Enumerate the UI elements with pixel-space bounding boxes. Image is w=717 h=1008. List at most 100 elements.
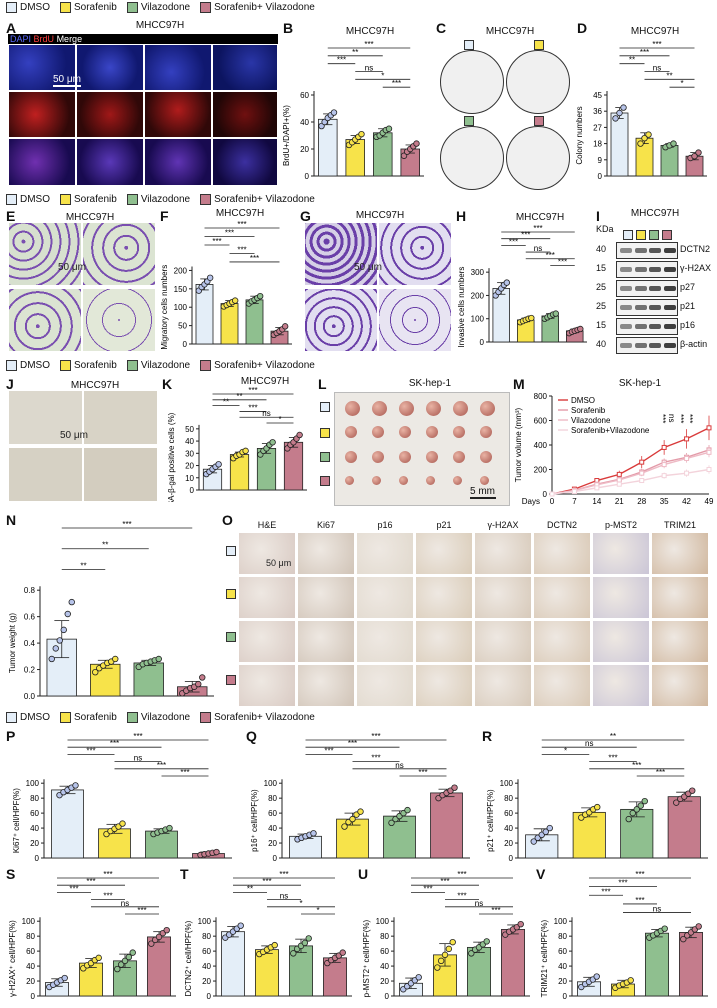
data-point <box>206 274 214 281</box>
blot-band-strip <box>616 280 678 297</box>
ihc-tile <box>238 664 296 707</box>
x-tick-label: 14 <box>592 497 601 506</box>
data-point <box>269 439 276 446</box>
y-tick-label: 0 <box>598 172 603 181</box>
tumor <box>399 476 408 485</box>
ihc-grid: H&E Ki67 p16 p21 γ-H2AX DCTN2 p-MST2 TRIM21 50 μ… <box>226 520 716 710</box>
if-merge-sorafenib <box>76 138 144 186</box>
significance-label: *** <box>635 896 644 905</box>
bar <box>51 789 84 859</box>
sa-bgal-sorafenib <box>83 390 158 445</box>
ihc-column-header: TRIM21 <box>663 520 696 530</box>
data-point <box>155 655 162 663</box>
tumor <box>426 451 438 463</box>
data-point <box>441 951 449 959</box>
row-marker-sorafenib <box>320 428 330 438</box>
y-tick-label: 60 <box>26 947 35 956</box>
legend2-item-combo: Sorafenib+ Vilazodone <box>200 194 315 205</box>
ihc-tile <box>474 576 532 619</box>
lane-marker-combo <box>662 230 672 240</box>
tumor <box>399 451 411 463</box>
blot-band <box>620 286 632 291</box>
legend4-item-dmso: DMSO <box>6 712 50 723</box>
significance-label: *** <box>652 40 661 49</box>
chart-p: 0 20 40 60 80 100 Ki67⁺ cell/HPF(%) *** *** *** ns… <box>12 732 232 863</box>
panel-c-title: MHCC97H <box>485 26 535 37</box>
significance-label: *** <box>608 754 617 763</box>
significance-label: ** <box>666 71 672 80</box>
data-point <box>56 637 63 644</box>
blot-band-strip <box>616 318 678 335</box>
y-tick-label: 600 <box>534 417 548 426</box>
x-tick-label: 21 <box>615 497 624 506</box>
y-axis-label: p21⁺ cell/HPF(%) <box>486 789 495 852</box>
blot-band <box>649 248 661 253</box>
significance-label: *** <box>250 254 259 263</box>
bar <box>572 811 606 859</box>
blot-band <box>634 248 647 253</box>
bar <box>645 932 669 997</box>
significance-label: *** <box>601 887 610 896</box>
y-tick-label: 60 <box>300 91 309 100</box>
y-axis-label: Invasive cells numbers <box>457 267 466 348</box>
invasion-combo <box>378 288 452 352</box>
panel-d-label: D <box>577 20 588 36</box>
data-point <box>620 104 627 111</box>
blot-band <box>620 305 632 310</box>
significance-label: *** <box>457 892 466 901</box>
ihc-tile <box>297 532 355 575</box>
data-point <box>121 957 129 965</box>
series-point <box>684 436 690 442</box>
data-point <box>641 134 648 142</box>
chart-s: 0 20 40 60 80 100 γ-H2AX⁺ cell/HPF(%) *** *** ***… <box>8 870 176 1001</box>
data-point <box>281 323 289 330</box>
legend-item-sorafenib: Sorafenib <box>60 2 117 13</box>
row-marker-vilazodone <box>320 452 330 462</box>
legend-item-vilazodone: Vilazodone <box>126 2 190 13</box>
data-point <box>673 799 680 806</box>
y-axis-label: Migratory cells numbers <box>160 265 169 350</box>
data-point <box>119 820 126 827</box>
ihc-tile <box>592 576 650 619</box>
significance-label: *** <box>324 746 333 755</box>
ihc-tile <box>533 664 591 707</box>
series-point <box>706 425 712 431</box>
invasion-vilazodone <box>304 288 378 352</box>
y-axis-label: TRIM21⁺ cell/HPF(%) <box>540 919 549 997</box>
significance-label: *** <box>157 761 166 770</box>
x-axis-label: Days <box>522 497 540 506</box>
significance-label: *** <box>103 870 112 879</box>
significance-label: ** <box>236 392 242 401</box>
significance-label: *** <box>364 40 373 49</box>
y-tick-label: 40 <box>504 824 513 833</box>
ihc-tile <box>297 664 355 707</box>
ihc-column-header: p16 <box>377 520 393 530</box>
y-tick-label: 100 <box>198 917 212 926</box>
data-point <box>695 149 702 156</box>
scale-bar-a: 50 μm <box>53 74 81 87</box>
ihc-tile <box>415 532 473 575</box>
y-tick-label: 0.4 <box>24 639 36 648</box>
blot-band <box>649 267 661 272</box>
blot-band <box>663 324 676 329</box>
y-tick-label: 100 <box>376 917 390 926</box>
bar <box>667 796 701 859</box>
panel-h-title: MHCC97H <box>515 212 565 223</box>
ihc-tile <box>592 532 650 575</box>
group-marker-sorafenib <box>534 40 544 50</box>
data-point <box>72 782 79 789</box>
series-point <box>639 478 645 484</box>
legend-label: Vilazodone <box>571 416 611 425</box>
legend-row-4: DMSO Sorafenib Vilazodone Sorafenib+ Vil… <box>6 712 315 723</box>
blot-row: 15 p16 <box>596 318 714 335</box>
stain-labels: DAPI BrdU Merge <box>10 34 83 44</box>
y-tick-label: 20 <box>30 839 39 848</box>
panel-r-label: R <box>482 728 493 744</box>
significance-label: *** <box>640 48 649 57</box>
legend-label: Sorafenib+Vilazodone <box>571 426 650 435</box>
significance-label: *** <box>521 231 530 240</box>
y-tick-label: 0 <box>563 992 568 1001</box>
y-tick-label: 20 <box>504 839 513 848</box>
ihc-tile <box>356 620 414 663</box>
